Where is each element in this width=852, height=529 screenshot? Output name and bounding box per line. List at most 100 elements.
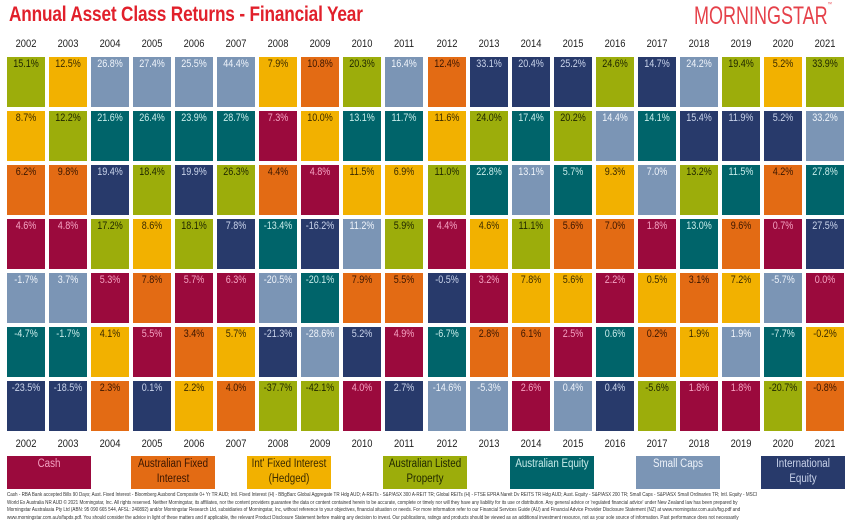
return-value: 3.2% (478, 274, 499, 286)
return-cell: 16.4% (385, 57, 424, 107)
return-cell: 4.6% (7, 219, 45, 269)
return-cell: 23.9% (175, 111, 214, 161)
return-cell: 4.8% (301, 165, 340, 215)
return-value: 2.8% (478, 328, 499, 340)
return-value: 5.9% (394, 220, 415, 232)
year-label-top: 2008 (267, 38, 289, 50)
return-cell: 6.9% (385, 165, 424, 215)
return-value: 1.8% (730, 382, 752, 394)
return-cell: 24.0% (469, 111, 508, 161)
legend-item: Australian Equity (510, 456, 594, 489)
return-cell: 6.2% (7, 165, 45, 215)
return-value: 4.0% (352, 382, 373, 394)
return-cell: 17.2% (91, 219, 130, 269)
year-label-bottom: 2012 (436, 438, 457, 450)
return-cell: 6.3% (217, 273, 256, 323)
return-cell: 3.7% (49, 273, 88, 323)
return-cell: 10.8% (301, 57, 340, 107)
year-label-bottom: 2020 (772, 438, 794, 450)
disclaimer-footer: Cash - RBA Bank accepted Bills 90 Days; … (7, 492, 847, 522)
return-cell: 9.6% (721, 219, 760, 269)
return-cell: 7.0% (595, 219, 634, 269)
return-cell: 0.0% (805, 273, 844, 323)
return-value: 11.5% (728, 166, 754, 178)
year-label-bottom: 2013 (478, 438, 499, 450)
return-value: 0.2% (646, 328, 668, 340)
year-label-bottom: 2008 (267, 438, 289, 450)
year-label-top: 2010 (351, 38, 373, 50)
return-value: 0.6% (604, 328, 625, 340)
return-value: 19.4% (728, 58, 754, 70)
return-cell: 26.3% (217, 165, 256, 215)
return-value: 7.8% (225, 220, 247, 232)
return-value: 6.9% (394, 166, 415, 178)
return-cell: -0.5% (427, 273, 466, 323)
return-value: 26.8% (97, 58, 123, 70)
return-cell: -1.7% (49, 327, 88, 377)
return-cell: 5.5% (385, 273, 424, 323)
return-cell: 27.5% (805, 219, 844, 269)
return-cell: 2.2% (595, 273, 634, 323)
return-value: 5.7% (225, 328, 247, 340)
return-value: 5.5% (141, 328, 163, 340)
return-cell: 5.6% (553, 273, 592, 323)
return-cell: 13.0% (679, 219, 718, 269)
return-cell: 2.8% (469, 327, 508, 377)
return-value: 15.4% (685, 112, 712, 124)
return-value: 9.3% (604, 166, 625, 178)
return-cell: 7.0% (637, 165, 676, 215)
return-value: 7.2% (730, 274, 752, 286)
legend-label: Cash (3, 457, 95, 472)
return-value: 4.4% (268, 166, 289, 178)
return-value: -13.4% (263, 220, 293, 232)
return-value: 3.4% (183, 328, 205, 340)
return-value: 5.7% (562, 166, 583, 178)
legend-label-line: Interest (156, 473, 190, 485)
return-value: -1.7% (56, 328, 80, 340)
year-label-top: 2014 (520, 38, 541, 50)
return-cell: 24.6% (595, 57, 634, 107)
return-value: 8.6% (141, 220, 163, 232)
return-cell: 4.8% (49, 219, 88, 269)
return-cell: 33.9% (805, 57, 844, 107)
return-value: -0.8% (813, 382, 837, 394)
return-value: 5.5% (394, 274, 415, 286)
return-value: -21.3% (263, 328, 293, 340)
return-cell: -16.2% (301, 219, 340, 269)
return-value: 2.3% (99, 382, 121, 394)
return-value: 20.3% (349, 58, 376, 70)
return-cell: 13.1% (343, 111, 382, 161)
return-cell: 11.7% (385, 111, 424, 161)
return-value: 4.1% (99, 328, 121, 340)
year-label-top: 2019 (730, 38, 752, 50)
return-value: 2.2% (183, 382, 205, 394)
return-cell: 27.4% (133, 57, 172, 107)
return-cell: 22.8% (469, 165, 508, 215)
return-cell: 2.6% (511, 381, 550, 431)
return-cell: -0.2% (805, 327, 844, 377)
year-label-top: 2015 (562, 38, 584, 50)
return-cell: 0.4% (595, 381, 634, 431)
return-value: 18.4% (139, 166, 165, 178)
return-cell: 5.7% (553, 165, 592, 215)
return-value: 5.3% (99, 274, 121, 286)
return-cell: -5.6% (637, 381, 676, 431)
footer-line: Cash - RBA Bank accepted Bills 90 Days; … (7, 492, 758, 498)
return-value: 16.4% (391, 58, 418, 70)
return-cell: 11.6% (427, 111, 466, 161)
return-cell: 33.1% (469, 57, 508, 107)
return-value: 11.5% (349, 166, 375, 178)
return-value: 19.9% (181, 166, 207, 178)
return-cell: 5.6% (553, 219, 592, 269)
return-value: 7.8% (520, 274, 541, 286)
return-value: 3.1% (688, 274, 710, 286)
return-cell: -21.3% (259, 327, 298, 377)
return-cell: 7.8% (511, 273, 550, 323)
return-value: 2.5% (562, 328, 583, 340)
legend-label: Small Caps (632, 457, 724, 472)
legend-label-line: Australian Equity (515, 458, 589, 470)
return-cell: 25.5% (175, 57, 214, 107)
year-label-top: 2012 (436, 38, 457, 50)
return-value: 27.5% (812, 220, 838, 232)
return-value: 10.8% (307, 58, 334, 70)
